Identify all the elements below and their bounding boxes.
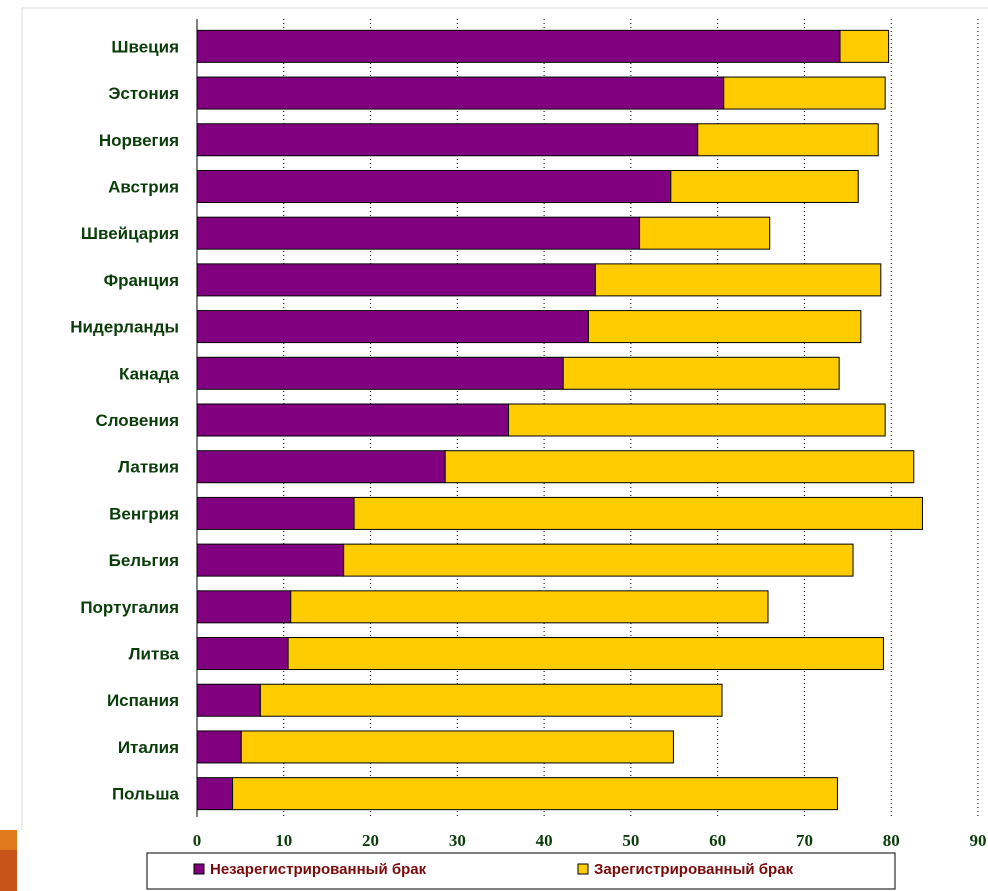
category-label: Венгрия — [109, 504, 179, 523]
legend-swatch-registered — [577, 863, 589, 875]
x-tick-label: 60 — [709, 831, 726, 850]
category-label: Канада — [119, 364, 180, 383]
x-tick-label: 50 — [622, 831, 639, 850]
bar-registered — [723, 76, 886, 110]
bar-registered — [259, 683, 723, 717]
x-tick-label: 90 — [970, 831, 987, 850]
x-tick-label: 30 — [449, 831, 466, 850]
bar-registered — [353, 496, 923, 530]
bar-unregistered — [196, 496, 355, 530]
category-labels: Швеция Эстония Норвегия Австрия Швейцария Фра… — [70, 37, 179, 803]
legend-label-unregistered: Незарегистрированный брак — [210, 861, 427, 878]
x-tick-label: 20 — [362, 831, 379, 850]
bar-unregistered — [196, 29, 841, 63]
bar-registered — [587, 310, 862, 344]
category-label: Швеция — [111, 37, 179, 56]
bar-unregistered — [196, 403, 510, 437]
legend-box — [146, 852, 896, 890]
bar-unregistered — [196, 123, 699, 157]
bar-unregistered — [196, 777, 234, 811]
accent-bar-light — [0, 830, 17, 850]
category-label: Эстония — [108, 84, 179, 103]
bar-registered — [240, 730, 674, 764]
bar-unregistered — [196, 169, 672, 203]
bars — [196, 29, 923, 811]
bar-unregistered — [196, 683, 261, 717]
bar-registered — [697, 123, 879, 157]
bar-unregistered — [196, 543, 345, 577]
category-label: Швейцария — [81, 224, 179, 243]
bar-registered — [232, 777, 838, 811]
bar-unregistered — [196, 356, 564, 390]
bar-registered — [562, 356, 840, 390]
category-label: Словения — [95, 411, 179, 430]
bar-registered — [639, 216, 771, 250]
bar-unregistered — [196, 263, 596, 297]
bar-registered — [839, 29, 890, 63]
bar-unregistered — [196, 730, 242, 764]
category-label: Австрия — [108, 177, 179, 196]
category-label: Нидерланды — [70, 318, 179, 337]
bar-unregistered — [196, 310, 589, 344]
bar-unregistered — [196, 590, 292, 624]
accent-bar-dark — [0, 850, 17, 891]
category-label: Норвегия — [99, 131, 179, 150]
category-label: Литва — [129, 645, 180, 664]
x-axis: 0 10 20 30 40 50 60 70 80 90 — [193, 19, 987, 850]
category-label: Италия — [118, 738, 179, 757]
category-label: Бельгия — [109, 551, 179, 570]
bar-registered — [290, 590, 769, 624]
x-tick-label: 80 — [883, 831, 900, 850]
legend: Незарегистрированный брак Зарегистрирова… — [146, 852, 896, 890]
bar-registered — [508, 403, 886, 437]
bar-registered — [343, 543, 854, 577]
bar-unregistered — [196, 450, 446, 484]
legend-label-registered: Зарегистрированный брак — [594, 861, 794, 878]
legend-swatch-unregistered — [193, 863, 205, 875]
bar-registered — [670, 169, 859, 203]
x-tick-label: 10 — [275, 831, 292, 850]
bar-registered — [444, 450, 915, 484]
category-label: Латвия — [118, 458, 179, 477]
category-label: Франция — [104, 271, 179, 290]
x-tick-label: 0 — [193, 831, 202, 850]
bar-registered — [594, 263, 882, 297]
bar-unregistered — [196, 637, 289, 671]
x-tick-label: 40 — [536, 831, 553, 850]
bar-unregistered — [196, 216, 641, 250]
x-tick-label: 70 — [796, 831, 813, 850]
bar-unregistered — [196, 76, 725, 110]
category-label: Португалия — [80, 598, 179, 617]
category-label: Польша — [112, 785, 180, 804]
category-label: Испания — [107, 691, 179, 710]
bar-registered — [287, 637, 884, 671]
